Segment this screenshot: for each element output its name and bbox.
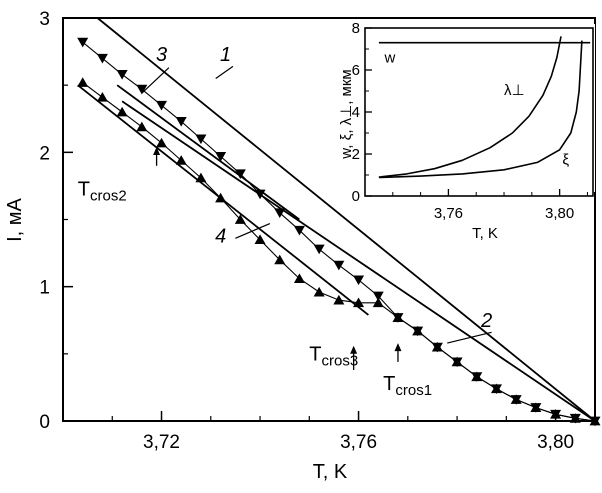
main-y-tick-label: 2 — [39, 143, 50, 164]
inset-series-line-2 — [378, 40, 583, 179]
curve-label-leader — [235, 222, 271, 239]
inset-y-axis-label: w, ξ, λ⊥, мкм — [338, 69, 355, 159]
main-y-tick-label: 1 — [39, 278, 50, 299]
data-point-up — [215, 192, 227, 203]
data-point-down — [353, 275, 365, 286]
data-point-up — [431, 341, 443, 352]
data-point-down — [372, 291, 384, 302]
annotation-label: Tcros2 — [78, 178, 127, 204]
inset-y-tick-label: 6 — [352, 62, 360, 79]
data-point-up — [77, 77, 89, 87]
inset-series-label: w — [383, 50, 395, 67]
data-point-up — [412, 325, 424, 336]
main-x-axis-label: T, K — [313, 461, 348, 483]
annotation-label: Tcros1 — [383, 373, 432, 399]
curve-label-leader — [215, 65, 234, 79]
main-annotations: 1 2 3 4 Tcros2 Tcros3 Tcros1 — [78, 44, 492, 399]
main-series-line-1 — [96, 17, 596, 422]
data-point-up — [175, 155, 187, 165]
main-x-tick-label: 3,76 — [340, 432, 377, 453]
inset-series-line-1 — [378, 36, 562, 178]
data-point-up — [372, 297, 384, 308]
data-point-down — [333, 260, 345, 271]
main-x-tick-label: 3,72 — [143, 432, 180, 453]
data-point-down — [195, 134, 207, 145]
inset-series: w λ⊥ ξ — [378, 36, 591, 179]
main-ticks: 3,72 3,76 3,80 0 1 2 3 — [39, 9, 574, 453]
data-point-down — [77, 37, 89, 48]
curve-label-3: 3 — [156, 44, 167, 66]
curve-label-leader — [447, 331, 492, 344]
main-y-tick-label: 3 — [39, 9, 50, 30]
data-point-up — [136, 121, 148, 132]
data-point-up — [293, 273, 305, 284]
inset-y-tick-label: 4 — [352, 104, 360, 121]
data-point-down — [116, 70, 128, 80]
data-point-up — [333, 294, 345, 305]
data-point-down — [215, 151, 227, 162]
inset-chart: 3,76 3,80 0 2 4 6 8 w λ⊥ ξ T, K w, ξ, λ⊥, мкм — [337, 20, 595, 242]
inset-x-tick-label: 3,80 — [545, 205, 574, 222]
data-point-up — [550, 409, 562, 419]
data-point-up — [510, 394, 522, 404]
data-point-up — [589, 415, 601, 426]
curve-label-2: 2 — [480, 310, 492, 332]
data-point-down — [274, 208, 286, 219]
data-point-up — [530, 402, 542, 412]
annotation-label: Tcros3 — [309, 344, 358, 370]
data-point-up — [471, 371, 483, 382]
data-point-down — [136, 84, 148, 95]
data-point-up — [254, 234, 266, 245]
data-point-up — [96, 92, 108, 102]
main-x-tick-label: 3,80 — [537, 432, 574, 453]
annotation-arrow-head — [394, 343, 402, 352]
inset-x-tick-label: 3,76 — [434, 205, 463, 222]
inset-y-tick-label: 2 — [352, 146, 360, 163]
data-point-down — [234, 169, 246, 180]
curve-label-4: 4 — [215, 225, 226, 247]
data-point-up — [156, 137, 168, 148]
data-point-up — [451, 356, 463, 367]
data-point-up — [353, 297, 365, 308]
data-point-down — [96, 53, 108, 64]
curve-label-leader — [141, 67, 170, 94]
data-point-down — [156, 100, 168, 111]
data-point-up — [490, 383, 502, 394]
inset-ticks: 3,76 3,80 0 2 4 6 8 — [352, 20, 588, 222]
annotation-arrow-head — [153, 146, 161, 155]
main-series-line-2 — [121, 100, 596, 422]
inset-series-label: λ⊥ — [504, 82, 525, 99]
inset-y-tick-label: 0 — [352, 188, 360, 205]
data-point-down — [293, 225, 305, 236]
inset-y-tick-label: 8 — [352, 20, 360, 37]
data-point-up — [313, 286, 325, 297]
inset-x-axis-label: T, K — [472, 225, 498, 242]
data-point-up — [392, 312, 404, 322]
data-point-down — [254, 189, 266, 200]
main-series-line-3 — [116, 84, 300, 221]
data-point-up — [274, 254, 286, 265]
curve-label-1: 1 — [220, 44, 231, 66]
data-point-down — [313, 244, 325, 255]
data-point-up — [234, 214, 246, 224]
data-point-up — [116, 106, 128, 117]
data-point-up — [569, 413, 581, 423]
data-point-up — [195, 172, 207, 183]
main-y-axis-label: I, мА — [4, 197, 26, 241]
inset-series-label: ξ — [562, 152, 569, 169]
main-y-tick-label: 0 — [39, 412, 50, 433]
annotation-arrow-head — [350, 345, 358, 354]
main-markers — [77, 37, 601, 427]
data-point-down — [175, 117, 187, 127]
